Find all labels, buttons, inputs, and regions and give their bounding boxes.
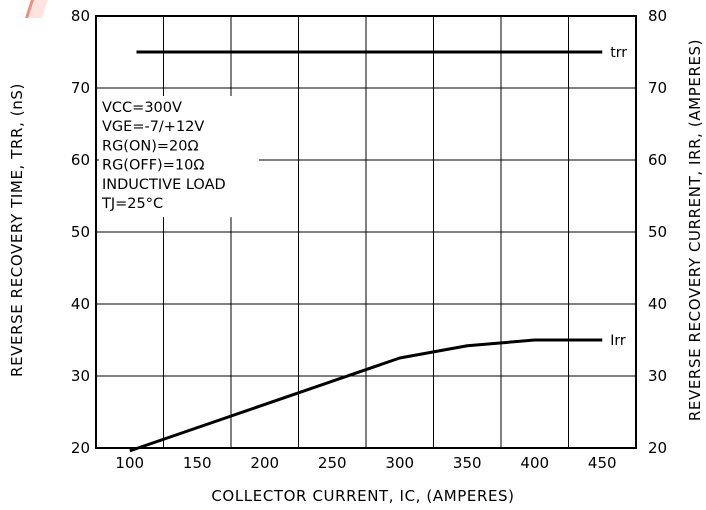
annotation-line: VGE=-7/+12V [102,119,204,135]
plot-frame [95,15,637,449]
annotation-line: RG(ON)=20Ω [102,138,199,154]
series-line-irr [129,338,603,453]
x-tick-label: 150 [183,454,212,472]
grid [96,16,636,448]
y-tick-label-right: 20 [648,439,667,457]
y-tick-label-left: 20 [71,439,90,457]
y-axis-title-left: REVERSE RECOVERY TIME, TRR, (nS) [8,83,26,377]
y-tick-label-right: 80 [648,7,667,25]
y-tick-label-left: 30 [71,367,90,385]
x-tick-label: 200 [250,454,279,472]
annotation-line: RG(OFF)=10Ω [102,158,204,174]
annotation-line: INDUCTIVE LOAD [102,177,226,193]
x-tick-label: 100 [115,454,144,472]
annotation-background [99,96,259,218]
y-tick-label-right: 60 [648,151,667,169]
conditions-annotation: VCC=300V VGE=-7/+12V RG(ON)=20Ω RG(OFF)=10Ω… [99,96,259,218]
y-tick-label-left: 60 [71,151,90,169]
y-tick-label-left: 70 [71,79,90,97]
y-tick-label-left: 40 [71,295,90,313]
series-label-irr: Irr [610,333,626,349]
annotation-line: VCC=300V [102,100,182,116]
x-axis-title: COLLECTOR CURRENT, IC, (AMPERES) [211,487,514,505]
y-tick-label-right: 70 [648,79,667,97]
y-axis-title-right: REVERSE RECOVERY CURRENT, IRR, (AMPERES) [686,39,704,421]
y-ticks-left: 20 30 40 50 60 70 80 [71,7,90,457]
y-ticks-right: 20 30 40 50 60 70 80 [648,7,667,457]
annotation-line: TJ=25°C [101,196,163,212]
x-tick-label: 400 [520,454,549,472]
series-label-trr: trr [610,45,627,61]
x-tick-label: 350 [453,454,482,472]
y-tick-label-left: 50 [71,223,90,241]
x-tick-label: 250 [318,454,347,472]
y-tick-label-right: 40 [648,295,667,313]
x-ticks: 100 150 200 250 300 350 400 450 [115,454,616,472]
y-tick-label-left: 80 [71,7,90,25]
y-tick-label-right: 30 [648,367,667,385]
x-tick-label: 450 [588,454,617,472]
y-tick-label-right: 50 [648,223,667,241]
series-group: trr Irr [129,45,627,453]
x-tick-label: 300 [385,454,414,472]
